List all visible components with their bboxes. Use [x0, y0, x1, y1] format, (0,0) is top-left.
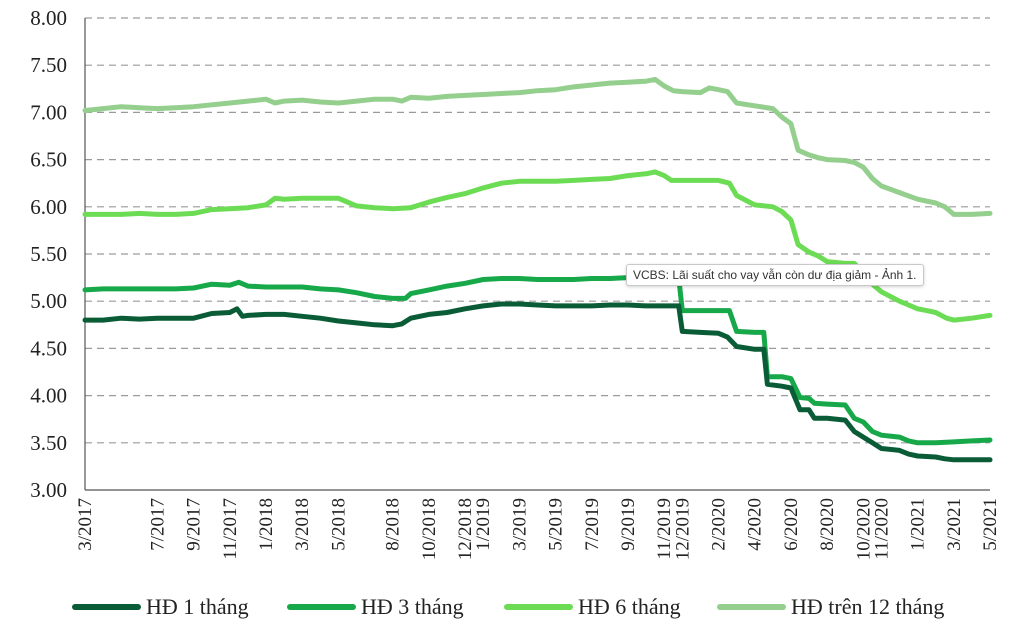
x-tick-label: 11/2019 — [654, 498, 675, 560]
x-tick-label: 6/2020 — [781, 498, 802, 551]
x-tick-label: 12/2018 — [455, 498, 476, 560]
grid-lines — [85, 17, 990, 444]
x-tick-label: 11/2017 — [220, 498, 241, 560]
series-line — [82, 76, 993, 217]
series-line — [82, 301, 993, 463]
x-tick-label: 5/2019 — [546, 498, 567, 551]
x-tick-label: 12/2019 — [672, 498, 693, 560]
image-caption-tooltip: VCBS: Lãi suất cho vay vẫn còn dư địa gi… — [626, 264, 924, 286]
x-tick-label: 1/2021 — [908, 498, 929, 551]
x-tick-label: 9/2019 — [618, 498, 639, 551]
y-tick-label: 6.00 — [30, 195, 67, 219]
x-tick-label: 10/2018 — [419, 498, 440, 560]
legend-item-1-thang: HĐ 1 tháng — [72, 594, 249, 619]
y-tick-label: 6.50 — [30, 148, 67, 172]
x-tick-label: 3/2021 — [944, 498, 965, 551]
x-tick-label: 2/2020 — [709, 498, 730, 551]
x-tick-label: 4/2020 — [745, 498, 766, 551]
x-tick-label: 7/2019 — [582, 498, 603, 551]
axes — [84, 18, 990, 491]
x-tick-label: 8/2020 — [817, 498, 838, 551]
x-tick-label: 11/2020 — [871, 498, 892, 560]
x-tick-label: 1/2018 — [256, 498, 277, 551]
legend-item-6-thang: HĐ 6 tháng — [504, 594, 681, 619]
legend: HĐ 1 tháng HĐ 3 tháng HĐ 6 tháng HĐ trên… — [72, 594, 944, 619]
x-tick-label: 7/2017 — [147, 498, 168, 551]
x-tick-label: 3/2017 — [75, 498, 96, 551]
x-tick-label: 1/2019 — [473, 498, 494, 551]
x-axis-tick-labels: 3/2017 7/2017 9/2017 11/2017 1/2018 3/2018 5/2… — [75, 498, 1001, 560]
x-tick-label: 9/2017 — [184, 498, 205, 551]
legend-label: HĐ 3 tháng — [361, 594, 464, 619]
series-line — [82, 275, 993, 446]
legend-label: HĐ trên 12 tháng — [791, 594, 944, 619]
legend-item-3-thang: HĐ 3 tháng — [287, 594, 464, 619]
y-tick-label: 4.50 — [30, 336, 67, 360]
y-tick-label: 4.00 — [30, 384, 67, 408]
y-tick-label: 3.00 — [30, 478, 67, 502]
legend-label: HĐ 6 tháng — [578, 594, 681, 619]
x-tick-label: 5/2021 — [980, 498, 1001, 551]
y-tick-label: 8.00 — [30, 6, 67, 30]
y-tick-label: 7.00 — [30, 100, 67, 124]
y-tick-label: 7.50 — [30, 53, 67, 77]
x-tick-label: 3/2018 — [292, 498, 313, 551]
y-axis-tick-labels: 3.00 3.50 4.00 4.50 5.00 5.50 6.00 6.50 7.00 7.50… — [30, 6, 67, 502]
x-tick-label: 10/2020 — [853, 498, 874, 560]
x-tick-label: 5/2018 — [328, 498, 349, 551]
x-tick-label: 3/2019 — [509, 498, 530, 551]
series-line — [82, 169, 993, 323]
legend-item-tren-12-thang: HĐ trên 12 tháng — [717, 594, 944, 619]
legend-label: HĐ 1 tháng — [146, 594, 249, 619]
y-tick-label: 5.50 — [30, 242, 67, 266]
y-tick-label: 3.50 — [30, 431, 67, 455]
y-tick-label: 5.00 — [30, 289, 67, 313]
x-tick-label: 8/2018 — [383, 498, 404, 551]
